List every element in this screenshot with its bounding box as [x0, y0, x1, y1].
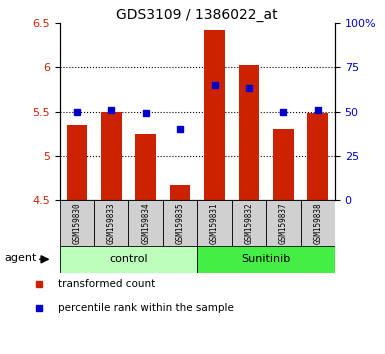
Title: GDS3109 / 1386022_at: GDS3109 / 1386022_at	[117, 8, 278, 22]
Text: GSM159838: GSM159838	[313, 202, 322, 244]
Bar	[163, 200, 197, 246]
Text: agent: agent	[5, 253, 37, 263]
Bar	[67, 125, 87, 200]
Text: GSM159832: GSM159832	[244, 202, 253, 244]
Bar	[101, 112, 122, 200]
Bar	[197, 246, 335, 273]
Text: transformed count: transformed count	[58, 279, 155, 289]
Bar	[266, 200, 301, 246]
Bar	[129, 200, 163, 246]
Bar	[239, 65, 259, 200]
Text: GSM159835: GSM159835	[176, 202, 185, 244]
Bar	[197, 200, 232, 246]
Bar	[136, 133, 156, 200]
Bar	[170, 185, 191, 200]
Text: GSM159833: GSM159833	[107, 202, 116, 244]
Bar	[94, 200, 129, 246]
Text: GSM159837: GSM159837	[279, 202, 288, 244]
Bar	[301, 200, 335, 246]
Text: control: control	[109, 254, 148, 264]
Text: GSM159834: GSM159834	[141, 202, 150, 244]
Bar	[60, 246, 197, 273]
Bar	[232, 200, 266, 246]
Text: GSM159831: GSM159831	[210, 202, 219, 244]
Bar	[204, 30, 225, 200]
Text: percentile rank within the sample: percentile rank within the sample	[58, 303, 234, 313]
Bar	[273, 129, 294, 200]
Text: GSM159830: GSM159830	[72, 202, 81, 244]
Bar	[307, 113, 328, 200]
Text: Sunitinib: Sunitinib	[241, 254, 291, 264]
Bar	[60, 200, 94, 246]
